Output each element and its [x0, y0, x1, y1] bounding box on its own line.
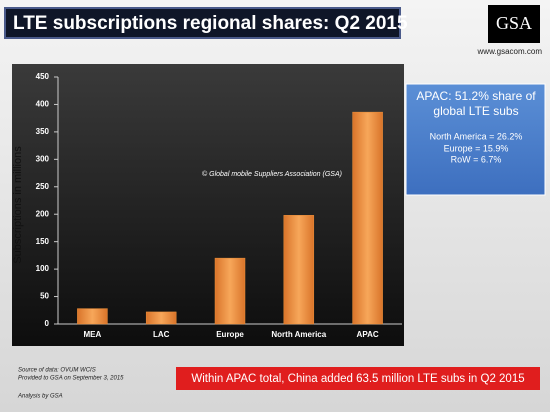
source-line: Analysis by GSA — [17, 394, 63, 400]
y-tick-label: 350 — [36, 127, 50, 136]
callout-line: Europe = 15.9% — [444, 143, 509, 153]
y-tick-label: 200 — [36, 209, 50, 218]
website: www.gsacom.com — [477, 47, 543, 56]
y-tick-label: 50 — [40, 292, 49, 301]
y-tick-label: 450 — [36, 72, 50, 81]
highlight-box — [176, 367, 540, 390]
logo: GSA — [496, 13, 532, 33]
chart-title: LTE subscriptions regional shares: Q2 20… — [13, 13, 408, 34]
x-tick-label: MEA — [84, 330, 102, 339]
callout-line: APAC: 51.2% share of — [416, 89, 536, 103]
y-tick-label: 250 — [36, 182, 50, 191]
x-tick-label: Europe — [216, 330, 244, 339]
bar — [214, 257, 246, 325]
source-notes: Source of data: OVUM WCIS Provided to GSA… — [17, 368, 124, 400]
y-tick-label: 0 — [45, 319, 50, 328]
bar — [352, 111, 383, 325]
x-tick-label: APAC — [357, 330, 379, 339]
callout-line: RoW = 6.7% — [451, 154, 502, 164]
x-tick-label: LAC — [153, 330, 170, 339]
source-line: Provided to GSA on September 3, 2015 — [18, 376, 124, 382]
callout-line: global LTE subs — [433, 104, 518, 118]
y-tick-label: 400 — [36, 100, 50, 109]
callout-box — [405, 83, 546, 196]
chart-panel — [12, 64, 404, 346]
logo-box — [488, 5, 540, 43]
highlight: Within APAC total, China added 63.5 mill… — [191, 373, 524, 385]
source-line: Source of data: OVUM WCIS — [18, 368, 96, 374]
y-tick-label: 150 — [36, 237, 50, 246]
bar — [283, 215, 315, 325]
y-tick-label: 300 — [36, 154, 50, 163]
title-box — [4, 7, 401, 39]
bar — [77, 308, 108, 325]
y-axis-label: Subscriptions in millions — [12, 146, 24, 264]
y-tick-label: 100 — [36, 264, 50, 273]
bar — [145, 311, 177, 325]
x-tick-label: North America — [271, 330, 326, 339]
watermark: © Global mobile Suppliers Association (G… — [202, 170, 342, 178]
callout-line: North America = 26.2% — [430, 131, 523, 141]
